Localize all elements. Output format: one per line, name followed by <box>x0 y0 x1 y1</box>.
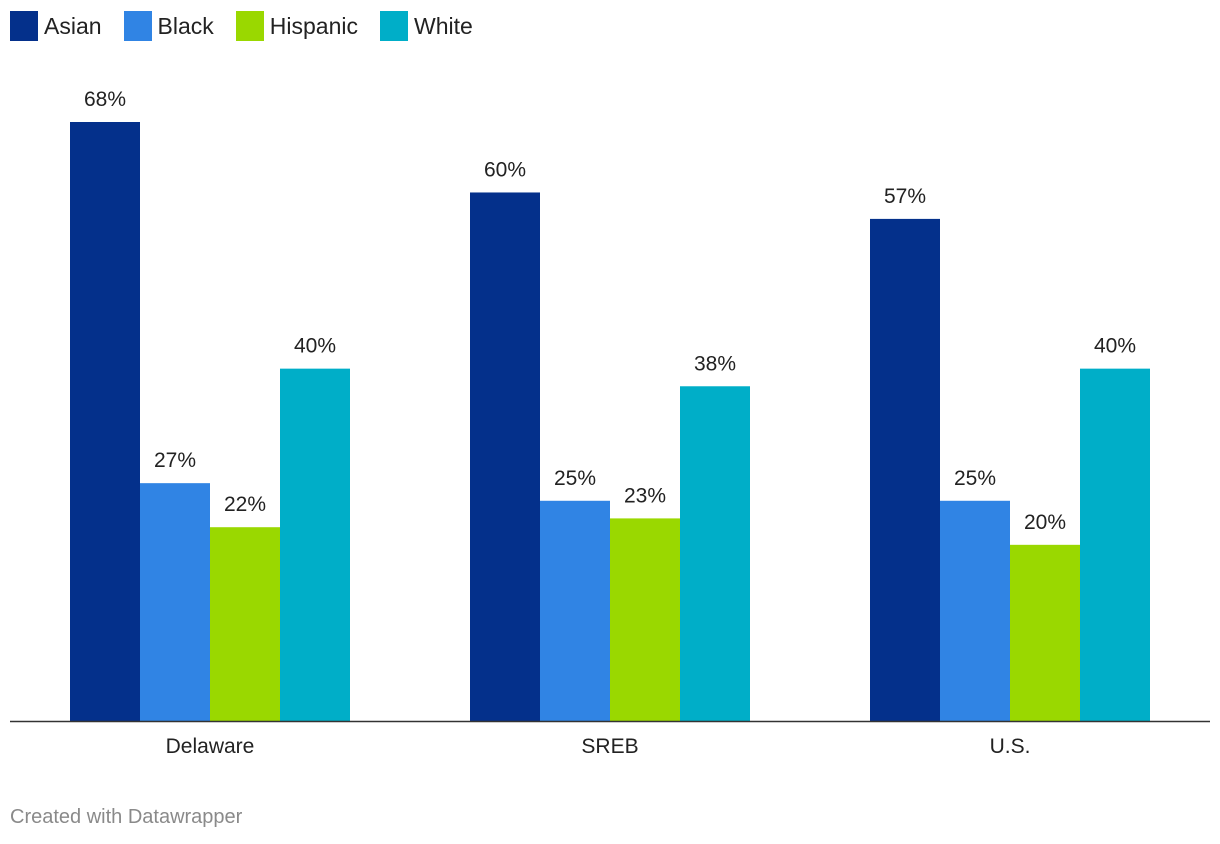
legend-item-black: Black <box>123 11 214 41</box>
bar-sreb-black <box>540 500 610 721</box>
legend-item-hispanic: Hispanic <box>235 11 359 41</box>
data-label-delaware-asian: 68% <box>84 88 126 111</box>
x-tick-label-u-s: U.S. <box>990 735 1031 758</box>
data-label-u-s-white: 40% <box>1094 335 1136 358</box>
legend-label-hispanic: Hispanic <box>269 13 359 39</box>
bar-u-s-hispanic <box>1010 544 1080 721</box>
bar-delaware-white <box>280 368 350 721</box>
bar-u-s-black <box>940 500 1010 721</box>
legend-swatch-black <box>123 11 152 41</box>
x-tick-label-delaware: Delaware <box>166 735 255 758</box>
data-label-u-s-hispanic: 20% <box>1024 511 1066 534</box>
data-label-sreb-asian: 60% <box>484 158 526 181</box>
legend-swatch-white <box>380 11 409 41</box>
legend-item-asian: Asian <box>10 11 102 41</box>
data-label-u-s-black: 25% <box>954 467 996 490</box>
legend: Asian Black Hispanic White <box>10 11 495 41</box>
bar-sreb-white <box>680 386 750 721</box>
bar-delaware-hispanic <box>210 527 280 721</box>
bar-sreb-asian <box>470 192 540 721</box>
datawrapper-credit: Created with Datawrapper <box>10 806 243 828</box>
legend-swatch-asian <box>10 11 38 41</box>
data-label-delaware-black: 27% <box>154 449 196 472</box>
x-tick-label-sreb: SREB <box>581 735 638 758</box>
legend-label-asian: Asian <box>44 13 102 39</box>
data-label-sreb-hispanic: 23% <box>624 484 666 507</box>
legend-item-white: White <box>380 11 473 41</box>
data-label-delaware-white: 40% <box>294 335 336 358</box>
data-label-u-s-asian: 57% <box>884 185 926 208</box>
bar-delaware-black <box>140 483 210 721</box>
data-label-sreb-black: 25% <box>554 467 596 490</box>
legend-swatch-hispanic <box>235 11 264 41</box>
bar-sreb-hispanic <box>610 518 680 721</box>
legend-label-white: White <box>414 13 473 39</box>
data-label-delaware-hispanic: 22% <box>224 493 266 516</box>
legend-label-black: Black <box>157 13 214 39</box>
bar-group-u-s: 57% 25% 20% 40% <box>870 185 1150 721</box>
bar-group-delaware: 68% 27% 22% 40% <box>70 88 350 721</box>
bar-group-sreb: 60% 25% 23% 38% <box>470 158 750 721</box>
data-label-sreb-white: 38% <box>694 352 736 375</box>
bar-u-s-white <box>1080 368 1150 721</box>
bar-delaware-asian <box>70 122 140 721</box>
bar-u-s-asian <box>870 218 940 721</box>
